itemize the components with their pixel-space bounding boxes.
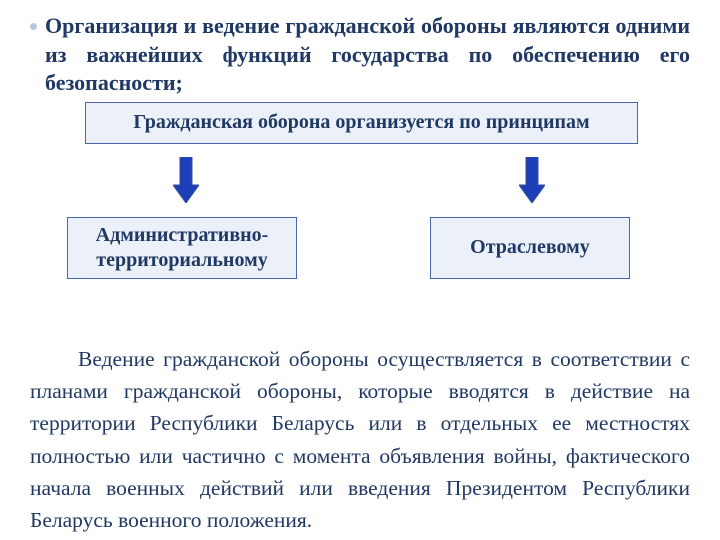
diagram: Гражданская оборона организуется по прин…	[30, 102, 690, 297]
arrow-down-icon	[173, 157, 199, 203]
slide-root: Организация и ведение гражданской оборон…	[0, 0, 720, 540]
diagram-child-box: Административно-территориальному	[67, 217, 297, 279]
diagram-parent-box: Гражданская оборона организуется по прин…	[85, 102, 638, 144]
bullet-dot	[30, 23, 37, 30]
lead-bullet-row: Организация и ведение гражданской оборон…	[30, 12, 690, 98]
body-paragraph: Ведение гражданской обороны осуществляет…	[30, 343, 690, 537]
lead-text: Организация и ведение гражданской оборон…	[45, 12, 690, 98]
arrow-down-icon	[519, 157, 545, 203]
diagram-child-box: Отраслевому	[430, 217, 630, 279]
